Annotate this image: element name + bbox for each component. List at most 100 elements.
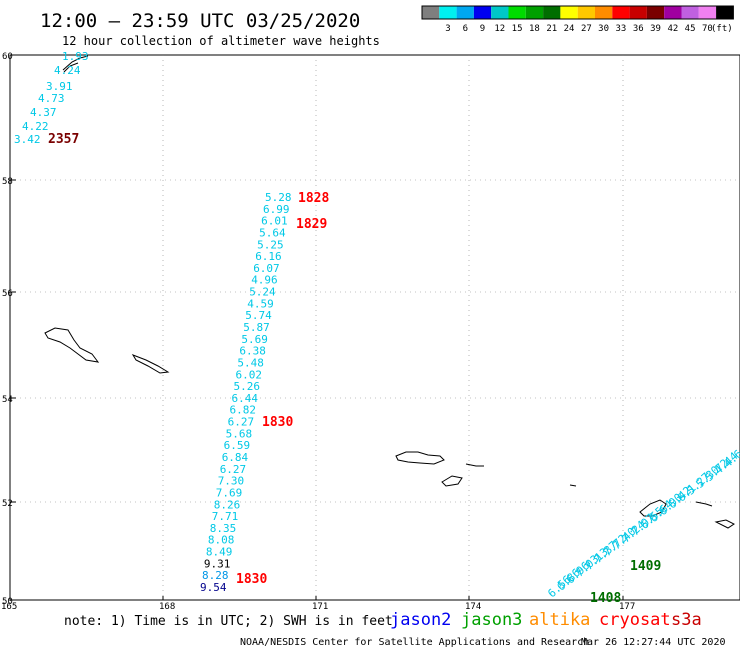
swh-value: 4.24 bbox=[54, 64, 81, 77]
coastline-island-east-3 bbox=[714, 519, 735, 529]
swh-value: 6.16 bbox=[255, 250, 282, 263]
lat-tick-label: 58 bbox=[2, 177, 13, 187]
colorscale-legend: 3 6 9 12 15 18 21 24 27 30 33 36 39 42 45 70 bbox=[421, 5, 734, 34]
colorscale-tick-label: 3 bbox=[445, 24, 450, 34]
lat-tick-label: 54 bbox=[2, 395, 13, 405]
coastline-island-mid-3 bbox=[441, 475, 463, 487]
graticule: 165 168 171 174 177 60 58 56 54 52 50 bbox=[1, 52, 740, 612]
lon-tick-label: 177 bbox=[619, 602, 635, 612]
colorscale-swatch bbox=[543, 6, 561, 19]
swh-value: 8.35 bbox=[210, 522, 237, 535]
swh-value: 5.68 bbox=[226, 427, 253, 440]
colorscale-tick-label: 42 bbox=[667, 24, 678, 34]
colorscale-swatch bbox=[422, 6, 440, 19]
lon-tick-label: 168 bbox=[159, 602, 175, 612]
swh-value: 5.69 bbox=[241, 333, 268, 346]
colorscale-border bbox=[421, 5, 734, 20]
swh-value: 7.71 bbox=[212, 510, 239, 523]
map-frame bbox=[9, 54, 740, 601]
swh-value: 4.37 bbox=[30, 106, 57, 119]
lon-tick-label: 171 bbox=[312, 602, 328, 612]
colorscale-tick-label: 27 bbox=[581, 24, 592, 34]
time-label-1829: 1829 bbox=[296, 217, 327, 232]
colorscale-swatch bbox=[681, 6, 699, 19]
lon-tick-label: 174 bbox=[465, 602, 481, 612]
satellite-label-altika: altika bbox=[529, 610, 590, 630]
swh-value: 5.74 bbox=[245, 309, 272, 322]
map-panel: 165 168 171 174 177 60 58 56 54 52 50 1.934.24 3.91… bbox=[1, 50, 740, 612]
satellite-legend: jason2 jason3 altika cryosat s3a bbox=[390, 610, 702, 630]
coastline-island-east-1 bbox=[639, 499, 667, 517]
colorscale-tick-label: 6 bbox=[463, 24, 468, 34]
colorscale-tick-label: 12 bbox=[494, 24, 505, 34]
swh-value: 9.54 bbox=[200, 581, 227, 594]
colorscale-swatch bbox=[491, 6, 509, 19]
swh-value: 5.24 bbox=[249, 286, 276, 299]
colorscale-tick-label: 21 bbox=[546, 24, 557, 34]
colorscale-tick-label: 24 bbox=[564, 24, 575, 34]
swh-value: 1.93 bbox=[62, 50, 89, 63]
lat-tick-label: 50 bbox=[2, 597, 13, 607]
footer-note: note: 1) Time is in UTC; 2) SWH is in fe… bbox=[64, 614, 393, 629]
footer-timestamp: Mar 26 12:27:44 UTC 2020 bbox=[581, 637, 726, 648]
time-label-1828: 1828 bbox=[298, 191, 329, 206]
lat-tick-label: 60 bbox=[2, 52, 13, 62]
coastline-top-left bbox=[62, 55, 89, 73]
swh-value: 6.27 bbox=[228, 416, 255, 429]
time-label-1830-b: 1830 bbox=[236, 572, 267, 587]
colorscale-tick-label: 18 bbox=[529, 24, 540, 34]
swh-value: 5.25 bbox=[257, 238, 284, 251]
coastline-island-mid-4 bbox=[569, 484, 577, 487]
swh-value: 5.64 bbox=[259, 227, 286, 240]
swh-value: 3.91 bbox=[46, 80, 73, 93]
swh-value: 9.31 bbox=[204, 557, 231, 570]
swh-value: 5.87 bbox=[243, 321, 269, 334]
colorscale-swatch bbox=[560, 6, 578, 19]
colorscale-tick-label: 15 bbox=[512, 24, 523, 34]
satellite-label-jason2: jason2 bbox=[390, 610, 451, 630]
coastline-island-mid-2 bbox=[465, 463, 484, 467]
colorscale-swatch bbox=[439, 6, 457, 19]
colorscale-tick-label: 33 bbox=[615, 24, 626, 34]
colorscale-swatch bbox=[577, 6, 595, 19]
colorscale-swatch bbox=[716, 6, 734, 19]
footer-credit: NOAA/NESDIS Center for Satellite Applica… bbox=[240, 637, 589, 648]
satellite-label-s3a: s3a bbox=[671, 610, 702, 630]
coastline-island-east-2 bbox=[695, 501, 713, 507]
swh-value: 6.07 bbox=[253, 262, 280, 275]
time-label-2357: 2357 bbox=[48, 132, 79, 147]
colorscale-tick-label: 36 bbox=[633, 24, 644, 34]
swh-value: 6.02 bbox=[236, 368, 263, 381]
swh-value: 5.48 bbox=[237, 357, 264, 370]
swh-value: 5.26 bbox=[234, 380, 261, 393]
colorscale-swatch bbox=[456, 6, 474, 19]
swh-value: 6.99 bbox=[263, 203, 290, 216]
colorscale-swatch bbox=[525, 6, 544, 19]
coastline-island-west-2 bbox=[131, 354, 170, 374]
swh-value: 6.01 bbox=[261, 215, 288, 228]
colorscale-swatch bbox=[664, 6, 682, 19]
lon-tick-label: 165 bbox=[1, 602, 17, 612]
coastlines bbox=[44, 55, 735, 529]
satellite-label-jason3: jason3 bbox=[461, 610, 522, 630]
swh-value: 6.38 bbox=[239, 345, 266, 358]
swh-value: 5.28 bbox=[265, 191, 292, 204]
swh-value: 4.59 bbox=[247, 297, 273, 310]
swh-value: 6.27 bbox=[220, 463, 247, 476]
swh-value: 8.28 bbox=[202, 569, 229, 582]
swh-value: 6.84 bbox=[222, 451, 249, 464]
swh-value: 6.44 bbox=[232, 392, 259, 405]
colorscale-swatch bbox=[473, 6, 492, 19]
colorscale-tick-label: 70 bbox=[702, 24, 713, 34]
swh-value: 8.08 bbox=[208, 534, 235, 547]
page-title: 12:00 – 23:59 UTC 03/25/2020 bbox=[40, 10, 360, 32]
coastline-island-west bbox=[44, 327, 100, 363]
colorscale-swatch bbox=[698, 6, 717, 19]
track-center: 5.286.996.015.645.256.166.074.965.244.59… bbox=[200, 191, 292, 594]
time-label-1830-a: 1830 bbox=[262, 415, 293, 430]
swh-value: 4.73 bbox=[38, 92, 65, 105]
swh-value: 8.26 bbox=[214, 498, 241, 511]
swh-value: 6.59 bbox=[224, 439, 251, 452]
colorscale-unit: (ft) bbox=[711, 24, 733, 34]
lat-tick-label: 56 bbox=[2, 289, 13, 299]
